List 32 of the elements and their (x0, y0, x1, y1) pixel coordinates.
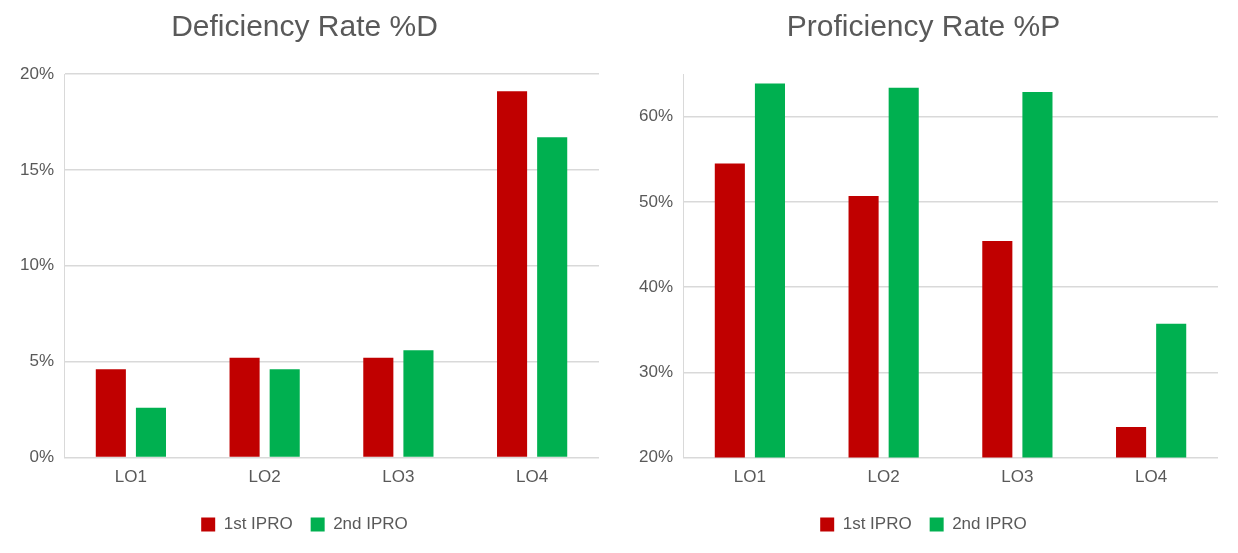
y-tick-label: 15% (19, 159, 55, 179)
bar (537, 137, 568, 457)
legend-label: 1st IPRO (842, 514, 912, 534)
legend-label: 2nd IPRO (333, 514, 408, 534)
y-tick-label: 5% (29, 351, 55, 371)
legend-label: 1st IPRO (223, 514, 293, 534)
bar (403, 350, 434, 457)
x-tick-label: LO1 (114, 467, 147, 487)
x-tick-label: LO3 (1001, 467, 1034, 487)
x-tick-label: LO1 (733, 467, 766, 487)
bar (269, 369, 300, 457)
chart-title: Proficiency Rate %P (786, 9, 1061, 43)
chart-title: Deficiency Rate %D (171, 9, 438, 43)
y-tick-label: 60% (638, 106, 674, 126)
bar (95, 369, 126, 457)
bar (363, 357, 394, 457)
x-tick-label: LO4 (516, 467, 549, 487)
legend-label: 2nd IPRO (952, 514, 1027, 534)
y-tick-label: 20% (19, 63, 55, 83)
x-tick-label: LO3 (382, 467, 415, 487)
y-tick-label: 20% (638, 447, 674, 467)
y-tick-label: 0% (29, 447, 55, 467)
bar (497, 91, 528, 457)
x-tick-label: LO2 (867, 467, 900, 487)
y-tick-label: 40% (638, 276, 674, 296)
y-tick-label: 10% (19, 255, 55, 275)
bar (229, 357, 260, 457)
y-tick-label: 30% (638, 362, 674, 382)
bar (135, 407, 167, 457)
y-tick-label: 50% (638, 191, 674, 211)
x-tick-label: LO2 (248, 467, 281, 487)
x-tick-label: LO4 (1135, 467, 1168, 487)
